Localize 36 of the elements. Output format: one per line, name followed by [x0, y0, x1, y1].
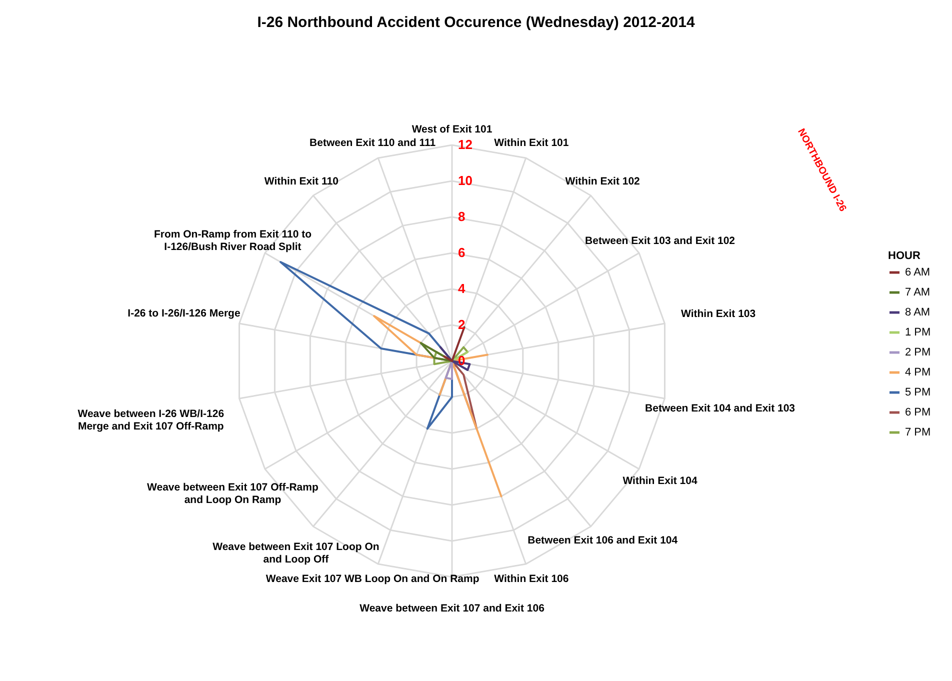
legend-label: 7 AM — [905, 286, 930, 298]
spoke-label: Within Exit 106 — [494, 573, 569, 586]
spoke-label: Weave between I-26 WB/I-126 Merge and Exit 107 Off-Ramp — [78, 408, 224, 433]
spoke-label: Within Exit 104 — [622, 475, 698, 488]
y-tick-label: 12 — [458, 137, 472, 152]
spoke-label: West of Exit 101 — [412, 123, 492, 136]
y-tick-label: 0 — [458, 353, 466, 368]
spoke-label: Weave between Exit 107 Off-Ramp and Loop On Ramp — [147, 482, 318, 506]
spoke-label: Between Exit 104 and Exit 103 — [645, 402, 796, 414]
spoke-label: Within Exit 110 — [264, 176, 339, 188]
y-tick-label: 10 — [458, 173, 472, 188]
spoke-label: Within Exit 102 — [565, 176, 640, 188]
chart-title: I-26 Northbound Accident Occurence (Wednesday) 2012-2014 — [257, 14, 696, 31]
spoke-label: Between Exit 106 and Exit 104 — [528, 534, 678, 546]
spoke-label: Between Exit 110 and 111 — [310, 136, 436, 149]
legend-label: 5 PM — [905, 386, 931, 398]
legend-label: 4 PM — [905, 366, 931, 378]
spoke-label: From On-Ramp from Exit 110 to I-126/Bush River Road Split — [154, 228, 312, 253]
spoke-label: Between Exit 103 and Exit 102 — [585, 234, 736, 247]
spoke-label: Weave Exit 107 WB Loop On and On Ramp — [266, 573, 480, 586]
legend-label: 6 AM — [905, 266, 930, 278]
legend-label: 7 PM — [905, 426, 931, 438]
legend-title: HOUR — [888, 250, 920, 262]
y-tick-label: 2 — [458, 317, 466, 332]
y-tick-label: 8 — [458, 209, 466, 224]
spoke-label: Within Exit 101 — [494, 136, 569, 149]
legend-label: 2 PM — [905, 346, 931, 358]
spoke-label: Within Exit 103 — [681, 308, 756, 320]
spoke-label: Weave between Exit 107 and Exit 106 — [360, 602, 545, 615]
legend-label: 6 PM — [905, 406, 931, 418]
spoke-label: I-26 to I-26/I-126 Merge — [128, 308, 240, 320]
spoke-label: Weave between Exit 107 Loop On and Loop Off — [212, 540, 380, 566]
legend-label: 1 PM — [905, 326, 931, 338]
legend-label: 8 AM — [905, 306, 930, 318]
y-tick-label: 6 — [458, 245, 466, 260]
y-tick-label: 4 — [458, 281, 466, 296]
